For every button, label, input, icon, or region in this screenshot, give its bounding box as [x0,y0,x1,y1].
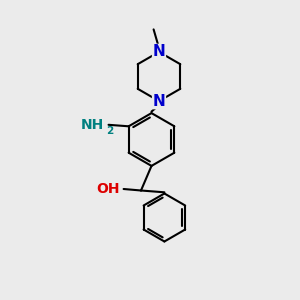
Text: N: N [153,44,165,59]
Text: N: N [153,94,165,109]
Text: 2: 2 [106,126,113,136]
Text: NH: NH [81,118,104,132]
Text: OH: OH [97,182,120,196]
